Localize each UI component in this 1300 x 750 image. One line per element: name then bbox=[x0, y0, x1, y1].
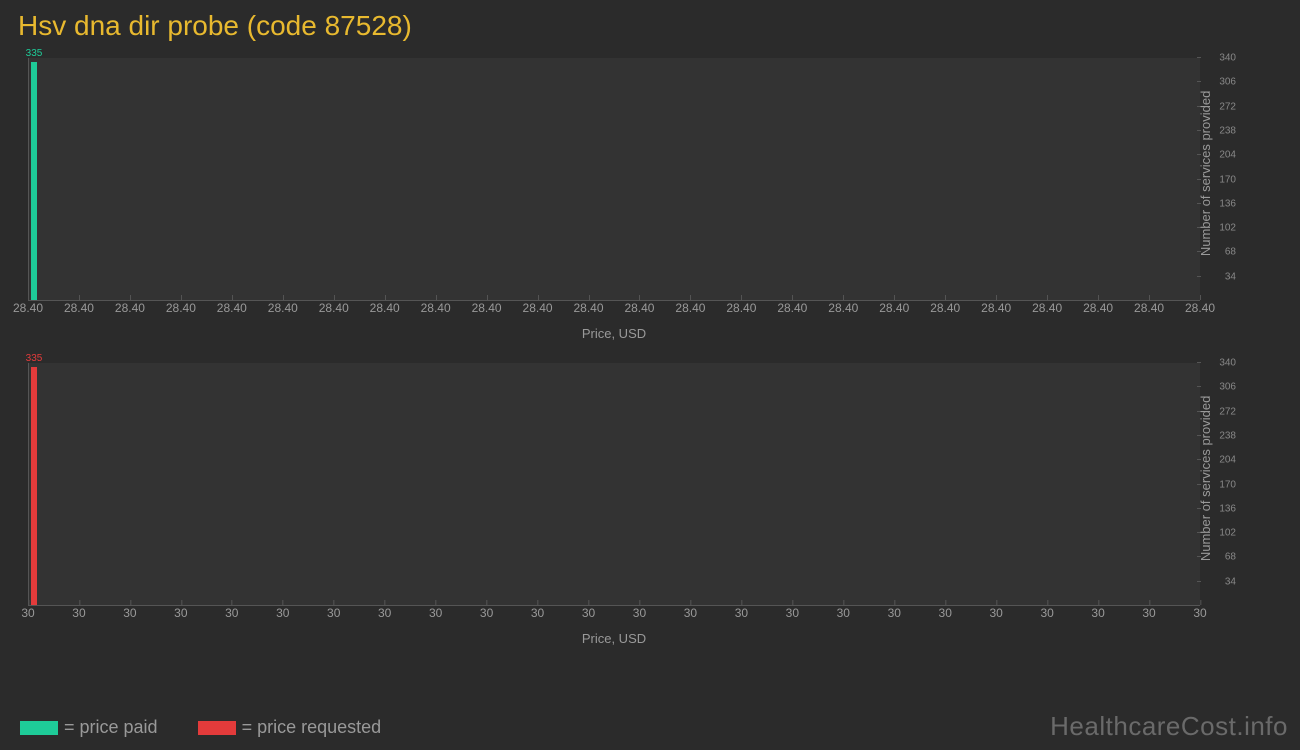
x-tick: 28.40 bbox=[930, 301, 960, 315]
x-tick: 28.40 bbox=[675, 301, 705, 315]
y-tick: 34 bbox=[1225, 576, 1236, 587]
y-tick: 340 bbox=[1219, 53, 1236, 64]
x-tick: 30 bbox=[225, 606, 238, 620]
y-tick: 306 bbox=[1219, 77, 1236, 88]
y-tick: 102 bbox=[1219, 528, 1236, 539]
x-axis-ticks-1: 28.40 28.40 28.40 28.40 28.40 28.40 28.40 28.40… bbox=[28, 301, 1200, 321]
x-tick: 28.40 bbox=[13, 301, 43, 315]
legend-label-paid: = price paid bbox=[64, 717, 158, 738]
x-tick: 28.40 bbox=[217, 301, 247, 315]
legend-label-requested: = price requested bbox=[242, 717, 382, 738]
bar-value-label: 335 bbox=[26, 48, 43, 59]
y-tick: 170 bbox=[1219, 479, 1236, 490]
x-tick: 30 bbox=[123, 606, 136, 620]
x-tick: 30 bbox=[684, 606, 697, 620]
x-tick: 28.40 bbox=[828, 301, 858, 315]
y-tick: 238 bbox=[1219, 125, 1236, 136]
y-tick: 68 bbox=[1225, 247, 1236, 258]
x-tick: 28.40 bbox=[726, 301, 756, 315]
x-tick: 28.40 bbox=[574, 301, 604, 315]
x-tick: 30 bbox=[1040, 606, 1053, 620]
x-axis-label-1: Price, USD bbox=[28, 326, 1200, 341]
x-tick: 30 bbox=[989, 606, 1002, 620]
y-tick: 136 bbox=[1219, 198, 1236, 209]
legend: = price paid = price requested bbox=[20, 717, 381, 738]
y-tick: 272 bbox=[1219, 101, 1236, 112]
y-axis-label-2: Number of services provided bbox=[1198, 395, 1213, 560]
x-tick: 30 bbox=[1142, 606, 1155, 620]
x-tick: 30 bbox=[378, 606, 391, 620]
x-tick: 28.40 bbox=[1185, 301, 1215, 315]
x-tick: 28.40 bbox=[879, 301, 909, 315]
swatch-requested bbox=[198, 721, 236, 735]
x-tick: 28.40 bbox=[777, 301, 807, 315]
y-tick: 272 bbox=[1219, 406, 1236, 417]
bar-price-requested: 335 bbox=[31, 367, 37, 605]
x-tick: 30 bbox=[72, 606, 85, 620]
y-tick: 68 bbox=[1225, 552, 1236, 563]
x-tick: 30 bbox=[1193, 606, 1206, 620]
plot-area-1: 335 bbox=[28, 58, 1200, 301]
x-tick: 30 bbox=[1091, 606, 1104, 620]
x-tick: 28.40 bbox=[421, 301, 451, 315]
x-tick: 30 bbox=[939, 606, 952, 620]
swatch-paid bbox=[20, 721, 58, 735]
x-tick: 30 bbox=[786, 606, 799, 620]
legend-item-paid: = price paid bbox=[20, 717, 158, 738]
plot-area-2: 335 bbox=[28, 363, 1200, 606]
y-tick: 306 bbox=[1219, 382, 1236, 393]
x-tick: 30 bbox=[21, 606, 34, 620]
y-tick: 102 bbox=[1219, 223, 1236, 234]
bar-price-paid: 335 bbox=[31, 62, 37, 300]
x-axis-label-2: Price, USD bbox=[28, 631, 1200, 646]
watermark: HealthcareCost.info bbox=[1050, 711, 1288, 742]
x-tick: 28.40 bbox=[115, 301, 145, 315]
x-tick: 30 bbox=[174, 606, 187, 620]
x-tick: 28.40 bbox=[319, 301, 349, 315]
x-tick: 28.40 bbox=[268, 301, 298, 315]
x-tick: 30 bbox=[735, 606, 748, 620]
x-tick: 28.40 bbox=[1134, 301, 1164, 315]
x-tick: 28.40 bbox=[1083, 301, 1113, 315]
bar-value-label: 335 bbox=[26, 353, 43, 364]
y-tick: 170 bbox=[1219, 174, 1236, 185]
x-tick: 28.40 bbox=[624, 301, 654, 315]
x-tick: 28.40 bbox=[523, 301, 553, 315]
legend-item-requested: = price requested bbox=[198, 717, 382, 738]
y-tick: 136 bbox=[1219, 503, 1236, 514]
y-tick: 204 bbox=[1219, 150, 1236, 161]
y-tick: 204 bbox=[1219, 455, 1236, 466]
x-tick: 30 bbox=[888, 606, 901, 620]
x-tick: 30 bbox=[837, 606, 850, 620]
x-tick: 28.40 bbox=[370, 301, 400, 315]
x-tick: 28.40 bbox=[64, 301, 94, 315]
y-tick: 34 bbox=[1225, 271, 1236, 282]
y-tick: 238 bbox=[1219, 430, 1236, 441]
chart-price-paid: 335 28.4028.4028.4028.4028.4028.4028.402… bbox=[28, 46, 1240, 351]
x-tick: 30 bbox=[276, 606, 289, 620]
y-tick: 340 bbox=[1219, 358, 1236, 369]
x-tick: 30 bbox=[327, 606, 340, 620]
x-tick: 28.40 bbox=[1032, 301, 1062, 315]
x-tick: 30 bbox=[531, 606, 544, 620]
y-axis-label-1: Number of services provided bbox=[1198, 90, 1213, 255]
x-tick: 28.40 bbox=[472, 301, 502, 315]
x-tick: 30 bbox=[429, 606, 442, 620]
x-tick: 28.40 bbox=[166, 301, 196, 315]
x-tick: 30 bbox=[582, 606, 595, 620]
x-tick: 28.40 bbox=[981, 301, 1011, 315]
chart-price-requested: 335 303030303030303030303030303030303030… bbox=[28, 351, 1240, 656]
x-axis-ticks-2: 30 30 30 30 30 30 30 30 30 30 30 30 30 30 30 30 30 30 30 30… bbox=[28, 606, 1200, 626]
page-title: Hsv dna dir probe (code 87528) bbox=[0, 0, 1300, 46]
x-tick: 30 bbox=[480, 606, 493, 620]
x-tick: 30 bbox=[633, 606, 646, 620]
